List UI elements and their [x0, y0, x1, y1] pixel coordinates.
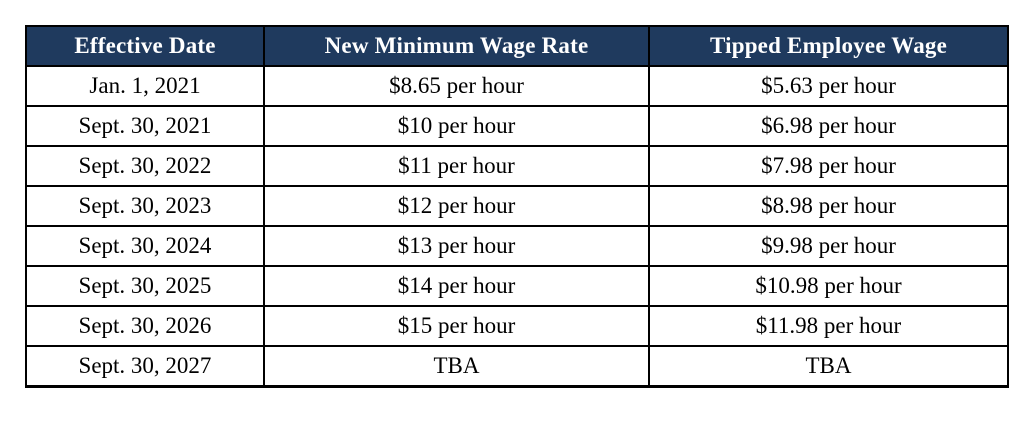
minimum-wage-table: Effective Date New Minimum Wage Rate Tip…: [25, 25, 1009, 388]
table-cell-date: Sept. 30, 2023: [25, 185, 265, 227]
table-row: Sept. 30, 2021 $10 per hour $6.98 per ho…: [25, 105, 1009, 147]
table-cell-date: Jan. 1, 2021: [25, 65, 265, 107]
table-cell-date: Sept. 30, 2021: [25, 105, 265, 147]
table-cell-wage: $8.65 per hour: [263, 65, 650, 107]
table-cell-date: Sept. 30, 2024: [25, 225, 265, 267]
table-row: Sept. 30, 2022 $11 per hour $7.98 per ho…: [25, 145, 1009, 187]
table-cell-wage: $15 per hour: [263, 305, 650, 347]
table-cell-tipped-wage: $10.98 per hour: [648, 265, 1009, 307]
table-row: Sept. 30, 2026 $15 per hour $11.98 per h…: [25, 305, 1009, 347]
table-cell-tipped-wage: $5.63 per hour: [648, 65, 1009, 107]
table-cell-tipped-wage: $11.98 per hour: [648, 305, 1009, 347]
header-cell-tipped-employee-wage: Tipped Employee Wage: [648, 25, 1009, 67]
table-cell-wage: TBA: [263, 345, 650, 388]
table-cell-date: Sept. 30, 2026: [25, 305, 265, 347]
table-row: Sept. 30, 2025 $14 per hour $10.98 per h…: [25, 265, 1009, 307]
table-cell-tipped-wage: $6.98 per hour: [648, 105, 1009, 147]
header-cell-new-minimum-wage-rate: New Minimum Wage Rate: [263, 25, 650, 67]
table-cell-wage: $11 per hour: [263, 145, 650, 187]
table-cell-tipped-wage: $9.98 per hour: [648, 225, 1009, 267]
table-cell-wage: $12 per hour: [263, 185, 650, 227]
table-row: Sept. 30, 2027 TBA TBA: [25, 345, 1009, 388]
table-row: Sept. 30, 2024 $13 per hour $9.98 per ho…: [25, 225, 1009, 267]
table-cell-date: Sept. 30, 2027: [25, 345, 265, 388]
table-cell-wage: $10 per hour: [263, 105, 650, 147]
table-cell-date: Sept. 30, 2025: [25, 265, 265, 307]
table-cell-date: Sept. 30, 2022: [25, 145, 265, 187]
table-cell-tipped-wage: TBA: [648, 345, 1009, 388]
table-row: Jan. 1, 2021 $8.65 per hour $5.63 per ho…: [25, 65, 1009, 107]
table-cell-wage: $13 per hour: [263, 225, 650, 267]
table-header-row: Effective Date New Minimum Wage Rate Tip…: [25, 25, 1009, 67]
table-row: Sept. 30, 2023 $12 per hour $8.98 per ho…: [25, 185, 1009, 227]
header-cell-effective-date: Effective Date: [25, 25, 265, 67]
table-cell-wage: $14 per hour: [263, 265, 650, 307]
table-cell-tipped-wage: $7.98 per hour: [648, 145, 1009, 187]
table-cell-tipped-wage: $8.98 per hour: [648, 185, 1009, 227]
